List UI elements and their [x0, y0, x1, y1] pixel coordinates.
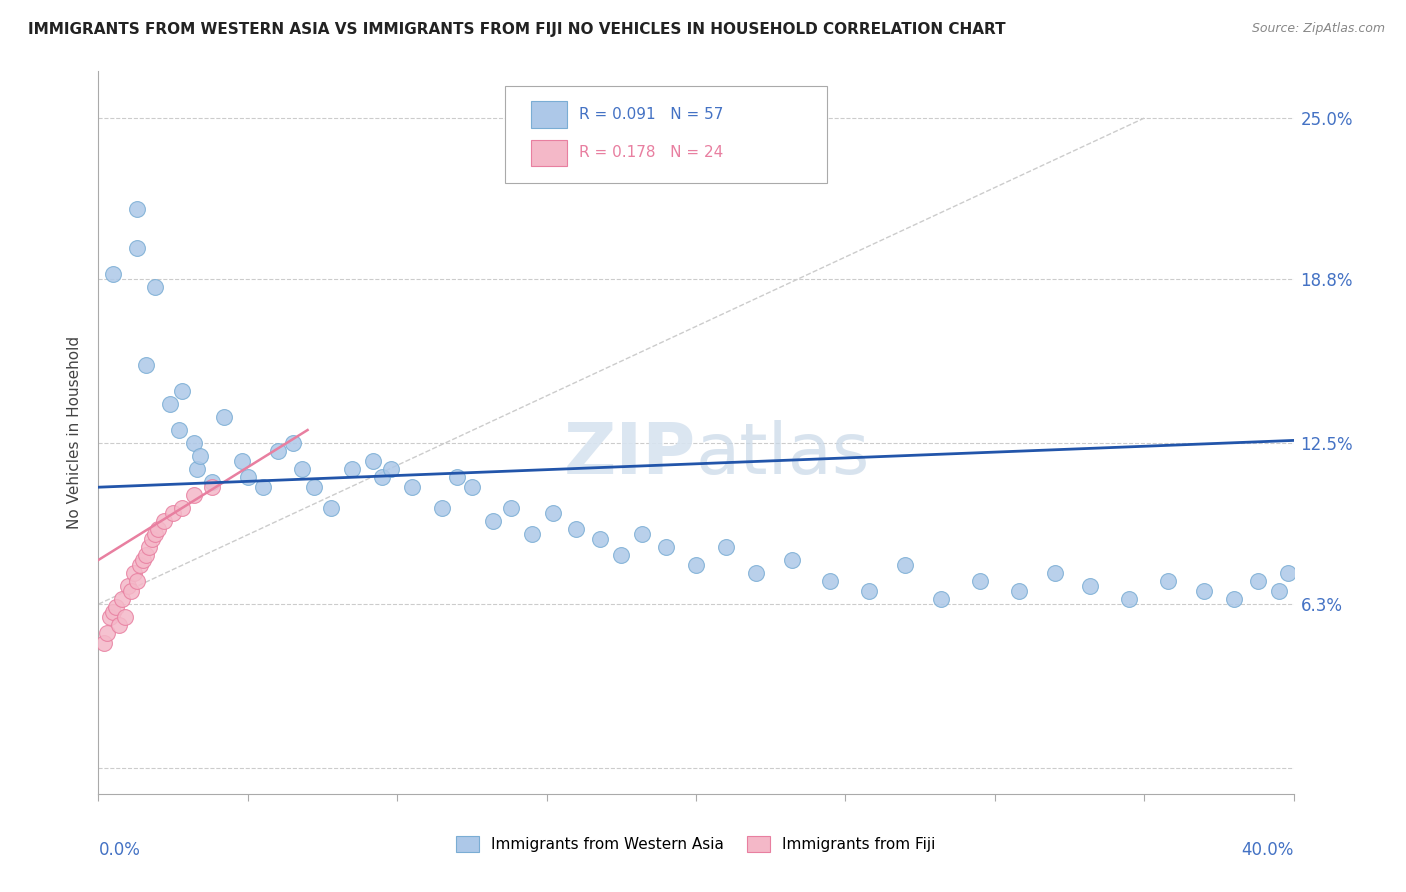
Point	[103, 605, 125, 619]
Point	[138, 540, 160, 554]
Point	[321, 500, 343, 515]
Point	[153, 514, 176, 528]
Text: R = 0.178   N = 24: R = 0.178 N = 24	[579, 145, 723, 161]
Point	[236, 470, 259, 484]
Point	[135, 358, 157, 372]
Y-axis label: No Vehicles in Household: No Vehicles in Household	[67, 336, 83, 529]
Point	[430, 500, 453, 515]
Point	[201, 480, 224, 494]
Point	[1223, 591, 1246, 606]
Point	[1267, 584, 1289, 599]
Point	[820, 574, 842, 588]
Point	[302, 480, 325, 494]
Point	[1118, 591, 1140, 606]
Point	[183, 488, 205, 502]
Point	[371, 470, 394, 484]
Point	[127, 241, 149, 255]
Point	[363, 454, 385, 468]
Point	[96, 625, 118, 640]
Point	[231, 454, 253, 468]
Point	[103, 267, 125, 281]
Text: Source: ZipAtlas.com: Source: ZipAtlas.com	[1251, 22, 1385, 36]
Point	[894, 558, 917, 573]
Point	[108, 618, 131, 632]
Point	[117, 579, 139, 593]
Text: IMMIGRANTS FROM WESTERN ASIA VS IMMIGRANTS FROM FIJI NO VEHICLES IN HOUSEHOLD CO: IMMIGRANTS FROM WESTERN ASIA VS IMMIGRAN…	[28, 22, 1005, 37]
Point	[172, 384, 194, 398]
Point	[188, 449, 211, 463]
Point	[105, 599, 128, 614]
Point	[252, 480, 274, 494]
Point	[127, 202, 149, 216]
Point	[124, 566, 146, 580]
Point	[120, 584, 142, 599]
Point	[1043, 566, 1066, 580]
Point	[461, 480, 484, 494]
Point	[589, 532, 612, 546]
Point	[148, 522, 170, 536]
Point	[565, 522, 588, 536]
Point	[141, 532, 163, 546]
Point	[267, 443, 290, 458]
Point	[143, 280, 166, 294]
Point	[127, 574, 149, 588]
Point	[655, 540, 678, 554]
Point	[610, 548, 633, 562]
Point	[631, 527, 654, 541]
Point	[1192, 584, 1215, 599]
Point	[143, 527, 166, 541]
Text: 40.0%: 40.0%	[1241, 840, 1294, 859]
Point	[520, 527, 543, 541]
Point	[858, 584, 880, 599]
Point	[212, 410, 235, 425]
Text: 0.0%: 0.0%	[98, 840, 141, 859]
FancyBboxPatch shape	[531, 102, 567, 128]
Point	[135, 548, 157, 562]
Point	[685, 558, 707, 573]
Point	[114, 610, 136, 624]
FancyBboxPatch shape	[531, 139, 567, 166]
Point	[482, 514, 505, 528]
Point	[281, 436, 304, 450]
Point	[714, 540, 737, 554]
Point	[1080, 579, 1102, 593]
Point	[1157, 574, 1180, 588]
Point	[446, 470, 468, 484]
Text: atlas: atlas	[696, 420, 870, 489]
Point	[98, 610, 122, 624]
Point	[291, 462, 314, 476]
Point	[780, 553, 803, 567]
Point	[541, 506, 564, 520]
Point	[172, 500, 194, 515]
Point	[111, 591, 134, 606]
Point	[969, 574, 991, 588]
Point	[1277, 566, 1299, 580]
Point	[1247, 574, 1270, 588]
Point	[401, 480, 423, 494]
Point	[167, 423, 190, 437]
Point	[183, 436, 205, 450]
Point	[132, 553, 155, 567]
Point	[162, 506, 184, 520]
Point	[186, 462, 208, 476]
Text: ZIP: ZIP	[564, 420, 696, 489]
Text: R = 0.091   N = 57: R = 0.091 N = 57	[579, 107, 723, 122]
Point	[1008, 584, 1031, 599]
FancyBboxPatch shape	[505, 86, 827, 184]
Point	[159, 397, 181, 411]
Point	[201, 475, 224, 489]
Legend: Immigrants from Western Asia, Immigrants from Fiji: Immigrants from Western Asia, Immigrants…	[450, 830, 942, 858]
Point	[129, 558, 152, 573]
Point	[499, 500, 522, 515]
Point	[342, 462, 364, 476]
Point	[745, 566, 768, 580]
Point	[93, 636, 115, 650]
Point	[929, 591, 952, 606]
Point	[380, 462, 402, 476]
